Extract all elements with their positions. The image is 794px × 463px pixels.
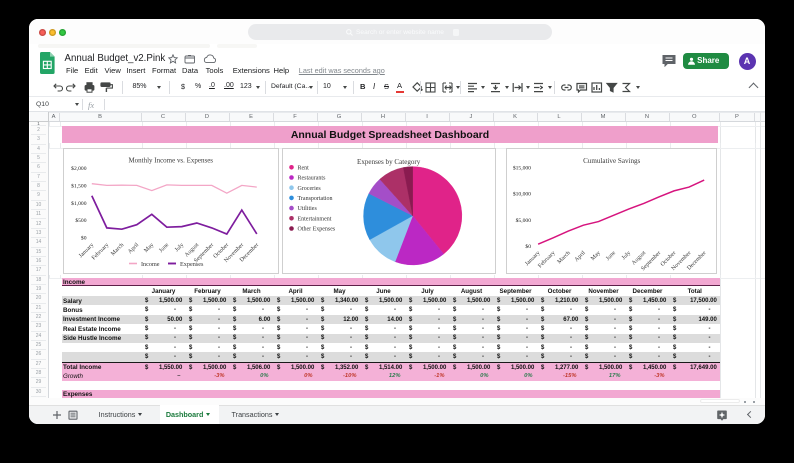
svg-text:$1,000: $1,000 [71, 199, 87, 206]
svg-text:June: June [605, 249, 617, 261]
svg-text:Rent: Rent [298, 165, 310, 171]
svg-text:April: April [127, 242, 140, 255]
svg-text:Monthly Income vs. Expenses: Monthly Income vs. Expenses [128, 156, 213, 164]
svg-text:February: February [537, 250, 556, 269]
svg-text:Utilities: Utilities [298, 206, 318, 212]
svg-text:February: February [91, 242, 110, 261]
svg-text:$1,500: $1,500 [71, 182, 87, 189]
svg-text:July: July [621, 250, 632, 261]
svg-text:$5,000: $5,000 [515, 216, 531, 223]
svg-text:March: March [110, 242, 125, 257]
svg-text:Cumulative Savings: Cumulative Savings [583, 157, 640, 165]
svg-text:June: June [158, 241, 170, 253]
svg-text:April: April [574, 250, 587, 263]
svg-text:$0: $0 [525, 243, 531, 250]
svg-text:$10,000: $10,000 [513, 190, 531, 197]
svg-text:March: March [556, 250, 571, 265]
svg-text:$15,000: $15,000 [513, 164, 531, 171]
svg-text:May: May [590, 250, 602, 262]
svg-text:Restaurants: Restaurants [298, 175, 327, 181]
svg-text:Transportation: Transportation [298, 196, 333, 202]
svg-text:$2,000: $2,000 [71, 165, 87, 172]
svg-text:May: May [143, 242, 155, 254]
svg-text:July: July [174, 242, 185, 253]
svg-text:Entertainment: Entertainment [298, 216, 332, 222]
svg-text:Expenses: Expenses [180, 261, 204, 268]
svg-text:$0: $0 [81, 234, 87, 241]
svg-text:Expenses by Category: Expenses by Category [357, 158, 421, 166]
svg-text:Income: Income [141, 261, 160, 268]
svg-text:$500: $500 [75, 217, 86, 224]
svg-text:Other Expenses: Other Expenses [298, 226, 336, 232]
svg-text:Groceries: Groceries [298, 185, 322, 191]
